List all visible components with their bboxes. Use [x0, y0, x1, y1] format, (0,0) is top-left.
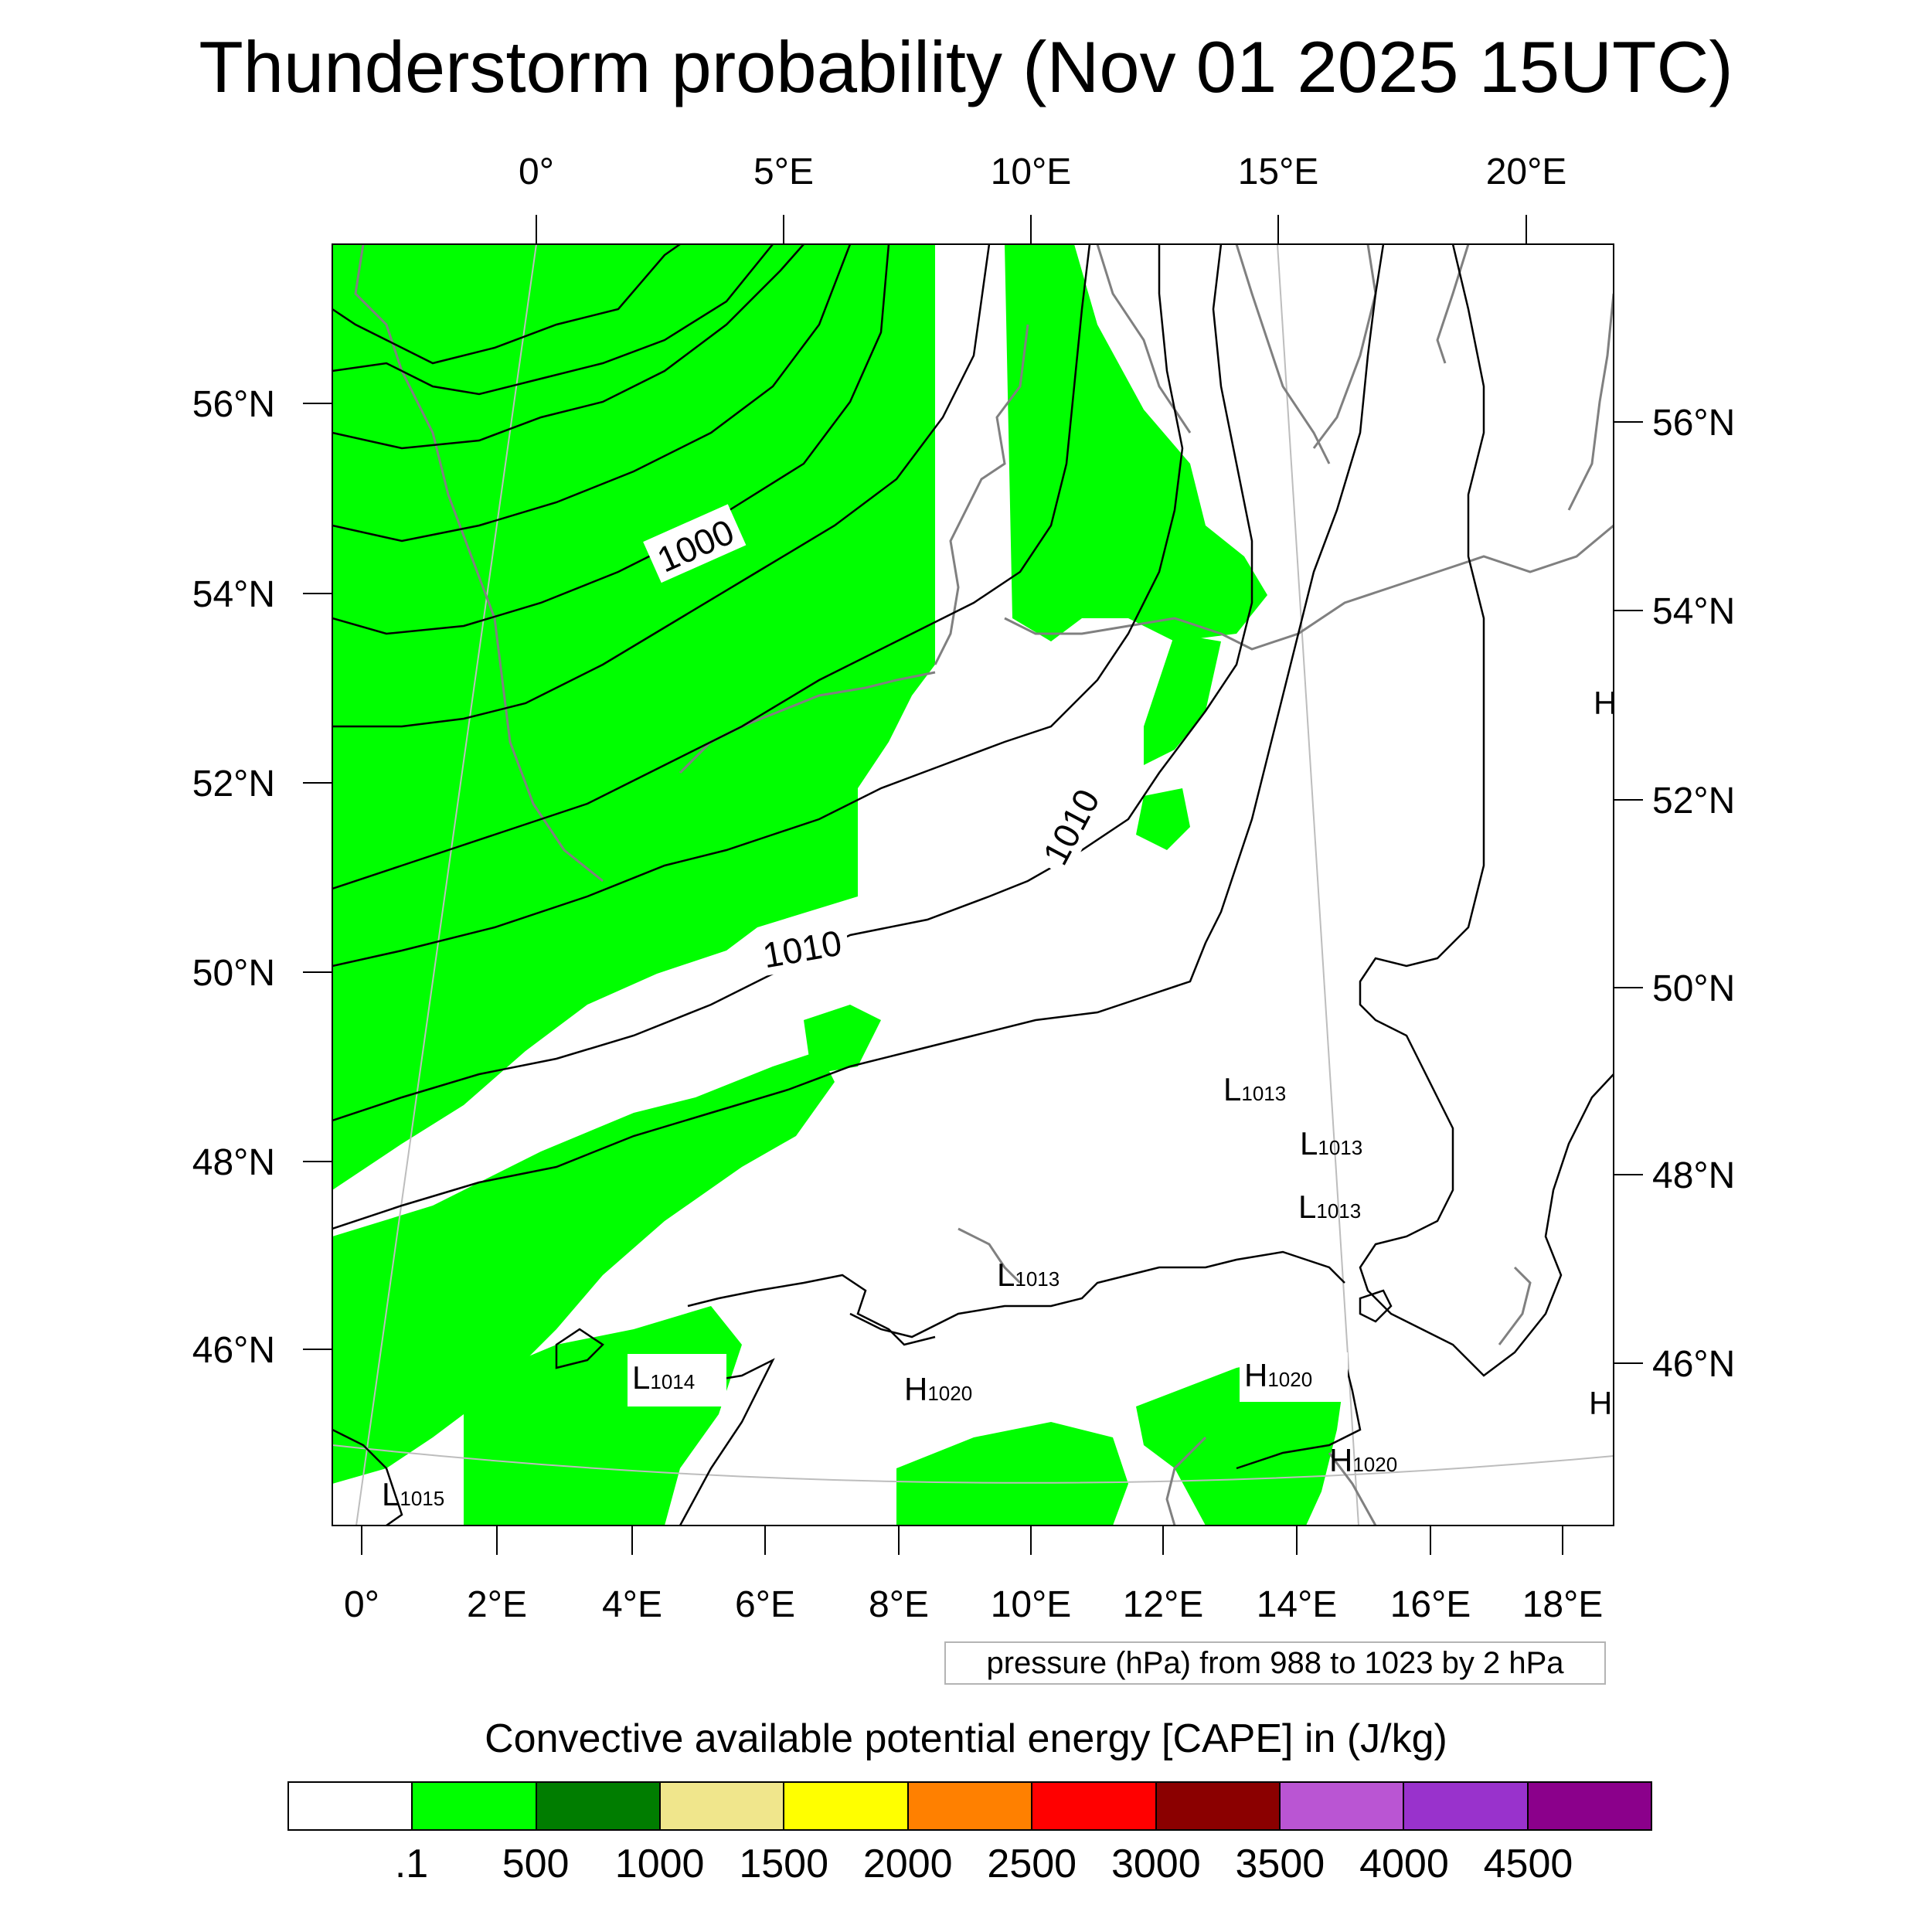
colorbar	[287, 1781, 1652, 1831]
top-lon-label: 20°E	[1486, 151, 1567, 192]
colorbar-labels: .1 500 1000 1500 2000 2500 3000 3500 4000 4500	[0, 1841, 1932, 1895]
colorbar-label: 3000	[1111, 1842, 1201, 1886]
cape-area-france-band	[332, 1051, 835, 1484]
right-lat-label: 50°N	[1652, 968, 1735, 1009]
top-longitude-labels: 0° 5°E 10°E 15°E 20°E	[519, 151, 1566, 192]
top-lon-label: 0°	[519, 151, 554, 192]
bottom-lon-label: 12°E	[1123, 1584, 1204, 1625]
high-pressure-label: H1020	[1329, 1442, 1397, 1478]
colorbar-box	[908, 1783, 1033, 1829]
map-content	[332, 244, 1614, 1526]
colorbar-label: 500	[502, 1842, 570, 1886]
colorbar-label: 2000	[862, 1842, 953, 1886]
right-latitude-labels: 56°N 54°N 52°N 50°N 48°N 46°N	[1652, 403, 1735, 1385]
bottom-lon-label: 8°E	[869, 1584, 929, 1625]
colorbar-label: 2500	[987, 1842, 1077, 1886]
tick-marks	[303, 215, 1643, 1555]
colorbar-label: 3500	[1235, 1842, 1325, 1886]
cape-fill	[332, 244, 1345, 1526]
bottom-lon-label: 14°E	[1257, 1584, 1338, 1625]
low-pressure-label: L1014	[632, 1359, 695, 1396]
colorbar-label: 4500	[1483, 1842, 1573, 1886]
bottom-lon-label: 4°E	[602, 1584, 662, 1625]
cape-area-north-germany	[1005, 244, 1267, 641]
left-lat-label: 56°N	[192, 384, 275, 425]
low-pressure-label: L1013	[1223, 1071, 1286, 1107]
colorbar-box	[1404, 1783, 1529, 1829]
left-lat-label: 52°N	[192, 764, 275, 804]
top-lon-label: 10°E	[991, 151, 1072, 192]
bottom-lon-label: 6°E	[735, 1584, 795, 1625]
left-latitude-labels: 56°N 54°N 52°N 50°N 48°N 46°N	[192, 384, 275, 1371]
bottom-lon-label: 10°E	[991, 1584, 1072, 1625]
label-backdrop	[628, 1354, 726, 1406]
left-lat-label: 46°N	[192, 1330, 275, 1371]
label-backdrop	[1240, 1352, 1348, 1402]
colorbar-label: 4000	[1359, 1842, 1449, 1886]
colorbar-box	[289, 1783, 413, 1829]
colorbar-box	[661, 1783, 785, 1829]
map-frame	[332, 243, 1614, 1526]
pressure-centers: L1013 L1013 L1013 L1013 L1014 L1015 H102…	[382, 685, 1617, 1512]
bottom-longitude-labels: 0° 2°E 4°E 6°E 8°E 10°E 12°E 14°E 16°E 1…	[344, 1584, 1603, 1625]
low-pressure-label: L1013	[1298, 1189, 1361, 1225]
graticule	[332, 244, 1614, 1526]
colorbar-box	[1528, 1783, 1651, 1829]
colorbar-box	[536, 1783, 662, 1829]
high-pressure-label: H	[1594, 685, 1617, 721]
left-lat-label: 48°N	[192, 1142, 275, 1183]
low-pressure-label: L1013	[1300, 1125, 1362, 1162]
low-pressure-label: L1015	[382, 1476, 444, 1512]
bottom-lon-label: 2°E	[467, 1584, 527, 1625]
colorbar-title: Convective available potential energy [C…	[485, 1716, 1447, 1761]
left-lat-label: 54°N	[192, 574, 275, 615]
page-title: Thunderstorm probability (Nov 01 2025 15…	[199, 26, 1733, 107]
colorbar-box	[1280, 1783, 1405, 1829]
right-lat-label: 46°N	[1652, 1344, 1735, 1385]
cape-area-poland-spot	[1136, 788, 1190, 850]
high-pressure-label: H1020	[1244, 1357, 1312, 1393]
right-lat-label: 56°N	[1652, 403, 1735, 444]
high-pressure-label: H1020	[904, 1371, 972, 1407]
top-lon-label: 5°E	[753, 151, 814, 192]
right-lat-label: 52°N	[1652, 781, 1735, 821]
high-pressure-label: H	[1589, 1385, 1612, 1421]
contour-info-box: pressure (hPa) from 988 to 1023 by 2 hPa	[944, 1641, 1606, 1685]
colorbar-label: 1500	[739, 1842, 829, 1886]
left-lat-label: 50°N	[192, 953, 275, 994]
top-lon-label: 15°E	[1238, 151, 1319, 192]
colorbar-box	[1032, 1783, 1157, 1829]
bottom-lon-label: 16°E	[1390, 1584, 1471, 1625]
cape-area-baltic	[1144, 634, 1221, 765]
right-lat-label: 48°N	[1652, 1155, 1735, 1196]
cape-area-south-spots	[804, 1005, 881, 1074]
bottom-lon-label: 18°E	[1522, 1584, 1604, 1625]
colorbar-box	[1156, 1783, 1281, 1829]
cape-area-northsea	[332, 244, 935, 1190]
colorbar-label: .1	[394, 1842, 429, 1886]
right-lat-label: 54°N	[1652, 591, 1735, 632]
bottom-lon-label: 0°	[344, 1584, 379, 1625]
low-pressure-label: L1013	[997, 1257, 1060, 1293]
colorbar-box	[784, 1783, 909, 1829]
cape-area-po	[896, 1422, 1128, 1526]
colorbar-label: 1000	[614, 1842, 705, 1886]
colorbar-box	[413, 1783, 537, 1829]
